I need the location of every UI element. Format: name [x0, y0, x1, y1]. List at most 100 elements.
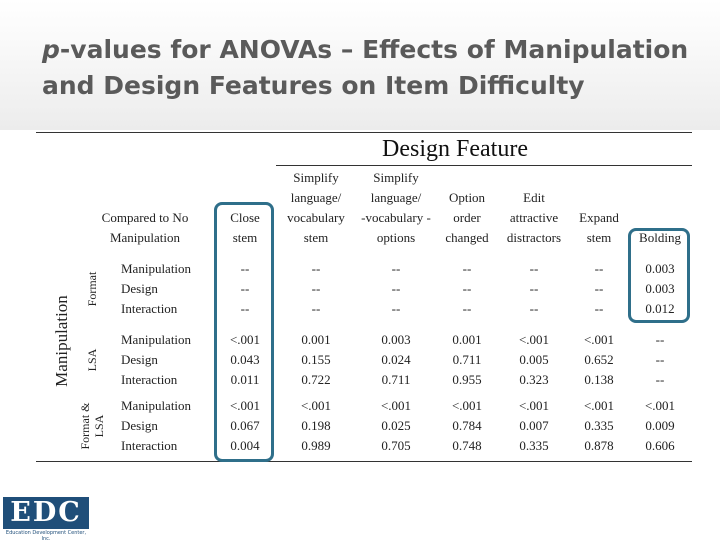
compared-to-label: Compared to No Manipulation: [101, 210, 189, 245]
table-cell: --: [311, 261, 321, 276]
column-header: Simplify language/vocabulary stem: [277, 168, 355, 248]
table-cell: 0.024: [381, 352, 411, 367]
column-header: Bolding: [629, 228, 691, 248]
column-header-line: language/: [290, 190, 342, 205]
table-cell: --: [529, 301, 539, 316]
group-label: Format & LSA: [78, 396, 106, 456]
table-cell: --: [462, 301, 472, 316]
table-cell: --: [655, 372, 665, 387]
column-header-line: Expand: [579, 210, 619, 225]
table-cell: --: [240, 301, 250, 316]
table-cell: 0.155: [301, 352, 331, 367]
design-feature-rule: [276, 165, 692, 166]
row-label: Manipulation: [121, 332, 192, 347]
table-cell: 0.748: [452, 438, 482, 453]
table-cell: 0.003: [381, 332, 411, 347]
table-cell: <.001: [583, 332, 615, 347]
row-label: Interaction: [121, 438, 178, 453]
table-cell: 0.198: [301, 418, 331, 433]
table-cell: --: [594, 281, 604, 296]
design-feature-heading: Design Feature: [382, 136, 528, 162]
column-header-line: Option: [448, 190, 486, 205]
column-header-line: vocabulary: [287, 210, 345, 225]
table-cell: 0.878: [584, 438, 614, 453]
table-cell: 0.001: [452, 332, 482, 347]
column-header: Simplify language/ -vocabulary - options: [352, 168, 440, 248]
row-label: Design: [121, 418, 158, 433]
table-cell: 0.003: [645, 261, 675, 276]
table-cell: 0.067: [230, 418, 260, 433]
table-cell: 0.722: [301, 372, 331, 387]
group-label-line: LSA: [92, 414, 106, 438]
row-label: Design: [121, 281, 158, 296]
column-header-line: Close: [230, 210, 260, 225]
top-rule: [36, 132, 692, 133]
column-header-line: Edit: [523, 190, 545, 205]
column-header-line: stem: [232, 230, 258, 245]
table-cell: --: [594, 301, 604, 316]
table-cell: <.001: [380, 398, 412, 413]
table-cell: <.001: [583, 398, 615, 413]
table-cell: 0.005: [519, 352, 549, 367]
table-cell: <.001: [300, 398, 332, 413]
table-cell: 0.989: [301, 438, 331, 453]
table-cell: --: [529, 261, 539, 276]
table-cell: <.001: [518, 398, 550, 413]
column-header-line: order: [453, 210, 481, 225]
table-cell: --: [462, 261, 472, 276]
table-cell: 0.705: [381, 438, 411, 453]
table-cell: 0.955: [452, 372, 482, 387]
table-cell: 0.003: [645, 281, 675, 296]
column-header-line: Simplify: [373, 170, 419, 185]
edc-logo: EDC Education Development Center, Inc.: [3, 497, 89, 542]
column-header-line: -vocabulary -: [361, 210, 431, 225]
title-text: -values for ANOVAs – Effects of Manipula…: [42, 35, 689, 100]
slide-title: p-values for ANOVAs – Effects of Manipul…: [42, 32, 702, 104]
table-cell: <.001: [229, 398, 261, 413]
table-cell: 0.335: [584, 418, 614, 433]
table-cell: 0.043: [230, 352, 260, 367]
row-label: Interaction: [121, 372, 178, 387]
group-label: LSA: [85, 330, 99, 390]
table-cell: <.001: [451, 398, 483, 413]
title-p-letter: p: [42, 35, 60, 64]
table-cell: <.001: [518, 332, 550, 347]
table-cell: --: [240, 261, 250, 276]
table-cell: 0.012: [645, 301, 675, 316]
table-cell: --: [462, 281, 472, 296]
column-header: Expand stem: [571, 208, 627, 248]
table-cell: <.001: [229, 332, 261, 347]
edc-logo-text: EDC: [3, 497, 89, 529]
table-cell: 0.004: [230, 438, 260, 453]
column-header: Edit attractive distractors: [494, 188, 574, 248]
table-cell: --: [311, 281, 321, 296]
table-cell: 0.138: [584, 372, 614, 387]
table-cell: 0.007: [519, 418, 549, 433]
edc-logo-subtitle: Education Development Center, Inc.: [5, 530, 87, 542]
table-cell: <.001: [644, 398, 676, 413]
bolding-highlight: [628, 228, 690, 323]
column-header-line: stem: [303, 230, 329, 245]
bottom-rule: [36, 461, 692, 462]
column-header-line: Bolding: [639, 230, 681, 245]
table-cell: 0.025: [381, 418, 411, 433]
table-cell: 0.323: [519, 372, 549, 387]
row-label: Interaction: [121, 301, 178, 316]
column-header-line: stem: [586, 230, 612, 245]
column-header-line: distractors: [506, 230, 562, 245]
column-header-line: Simplify: [293, 170, 339, 185]
manipulation-axis-label: Manipulation: [52, 295, 71, 387]
table-cell: --: [655, 352, 665, 367]
column-header-line: language/: [370, 190, 422, 205]
table-cell: 0.335: [519, 438, 549, 453]
table-cell: --: [529, 281, 539, 296]
table-cell: 0.001: [301, 332, 331, 347]
table-cell: --: [594, 261, 604, 276]
close-stem-highlight: [214, 202, 274, 462]
column-header: Option order changed: [436, 188, 498, 248]
table-cell: --: [391, 261, 401, 276]
row-label: Design: [121, 352, 158, 367]
title-background: [0, 0, 720, 130]
table-cell: 0.009: [645, 418, 675, 433]
table-cell: --: [391, 301, 401, 316]
